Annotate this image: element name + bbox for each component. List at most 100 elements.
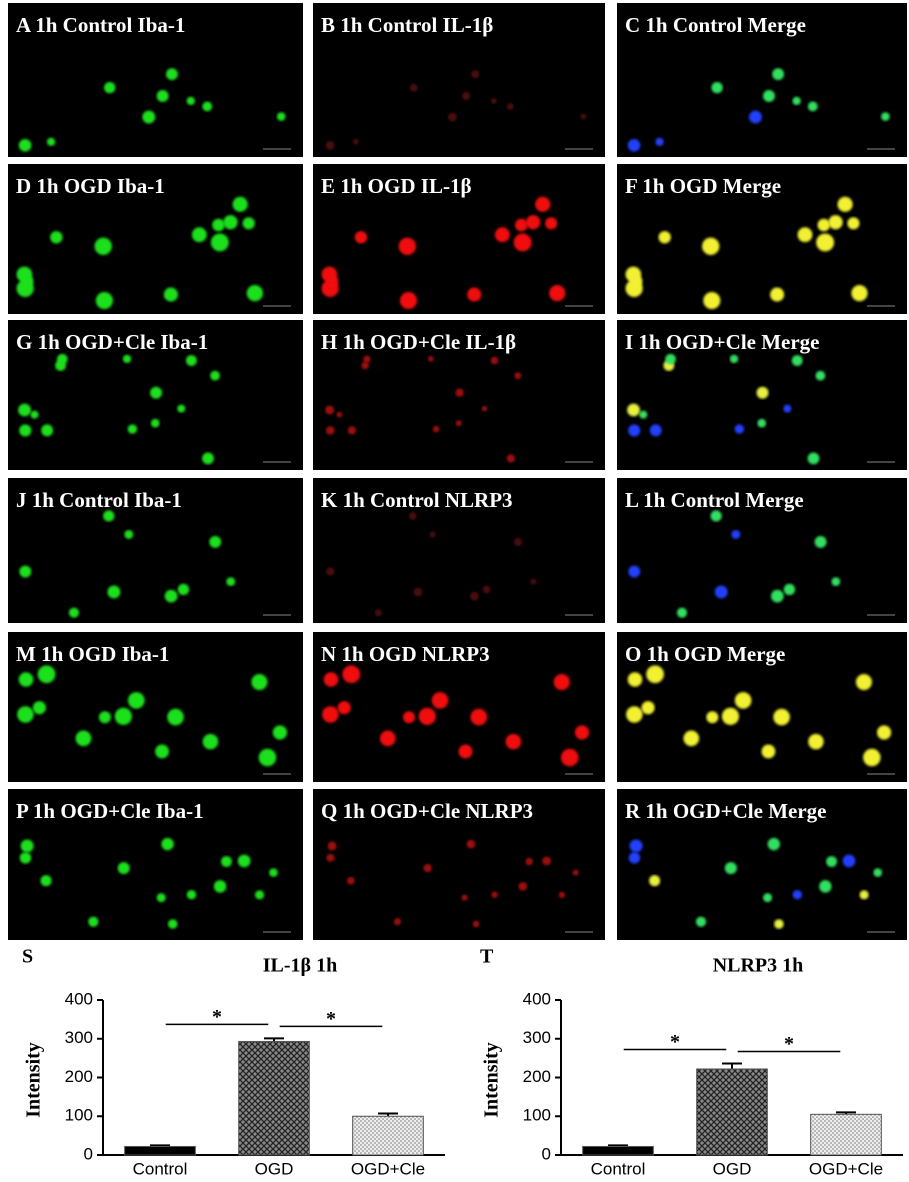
panel-letter: T [480, 946, 494, 968]
cell [327, 841, 337, 851]
cell [156, 893, 166, 903]
cell [379, 730, 396, 747]
cell [714, 585, 728, 599]
cell [150, 418, 160, 428]
cell [773, 708, 790, 726]
cell [18, 139, 32, 152]
cell [797, 227, 813, 243]
cell [783, 404, 792, 413]
cell [826, 856, 837, 867]
x-tick-label: Control [591, 1159, 646, 1178]
cell [427, 355, 434, 362]
cell [326, 567, 335, 576]
x-tick-label: Control [133, 1159, 188, 1178]
cell [558, 891, 566, 899]
cell [226, 577, 236, 587]
cell [251, 674, 268, 691]
cell [792, 96, 801, 106]
cell [756, 386, 769, 399]
cell [461, 91, 471, 101]
panel-label: M 1h OGD Iba-1 [16, 642, 169, 666]
cell [342, 665, 361, 684]
cell [831, 577, 841, 587]
cell [560, 748, 579, 767]
cell [525, 857, 533, 866]
cell [127, 692, 145, 709]
cell [46, 137, 56, 146]
cell [18, 672, 34, 687]
cell [724, 862, 737, 875]
cell [19, 852, 32, 864]
cell [553, 674, 570, 691]
cell [458, 744, 473, 759]
micrograph [313, 789, 605, 940]
cell [808, 733, 824, 750]
cell [202, 733, 219, 750]
cell [336, 411, 343, 418]
cell [772, 68, 785, 81]
y-tick-label: 400 [523, 989, 551, 1008]
y-tick-label: 300 [65, 1028, 93, 1047]
cell [847, 217, 860, 230]
cell [18, 403, 32, 417]
cell [258, 748, 277, 767]
cell [639, 410, 648, 419]
cell [166, 68, 178, 81]
cell [819, 880, 832, 893]
cell [472, 920, 480, 928]
cell [628, 424, 641, 437]
cell [545, 217, 558, 230]
cell [481, 405, 488, 412]
micrograph [617, 478, 907, 623]
cell [167, 919, 178, 929]
cell [95, 292, 113, 310]
cell [185, 355, 197, 366]
cell [807, 101, 818, 112]
cell [455, 388, 464, 397]
cell [88, 916, 99, 927]
cell [851, 285, 868, 302]
panel-label: D 1h OGD Iba-1 [16, 174, 165, 198]
cell [402, 711, 415, 724]
cell [467, 287, 482, 302]
micrograph [8, 789, 303, 940]
cell [16, 266, 33, 283]
cell [710, 510, 722, 522]
cell [729, 354, 739, 364]
cell [352, 138, 359, 145]
cell [625, 266, 642, 283]
cell [791, 355, 803, 366]
cell [757, 418, 767, 428]
cell [325, 405, 335, 415]
cell [432, 425, 440, 433]
cell [346, 876, 355, 885]
cell [374, 609, 382, 617]
cell [471, 70, 480, 79]
cell [627, 672, 643, 687]
cell [469, 591, 479, 601]
cell [393, 918, 402, 926]
cell [842, 854, 856, 868]
cell [127, 424, 138, 434]
cell [246, 285, 263, 302]
cell [164, 589, 178, 603]
cell [429, 531, 436, 538]
cell [816, 233, 835, 252]
cell [628, 852, 641, 864]
cell [107, 585, 121, 599]
cell [792, 889, 802, 900]
significance-label: * [784, 1033, 794, 1055]
cell [676, 607, 688, 618]
cell [763, 893, 773, 903]
cell [711, 81, 723, 94]
cell [721, 707, 740, 725]
cell [30, 410, 39, 419]
micrograph [617, 789, 907, 940]
x-tick-label: OGD [255, 1159, 294, 1178]
cell [455, 420, 462, 427]
cell [103, 510, 115, 522]
cell [272, 725, 288, 740]
cell [515, 218, 528, 232]
cell [837, 196, 853, 212]
